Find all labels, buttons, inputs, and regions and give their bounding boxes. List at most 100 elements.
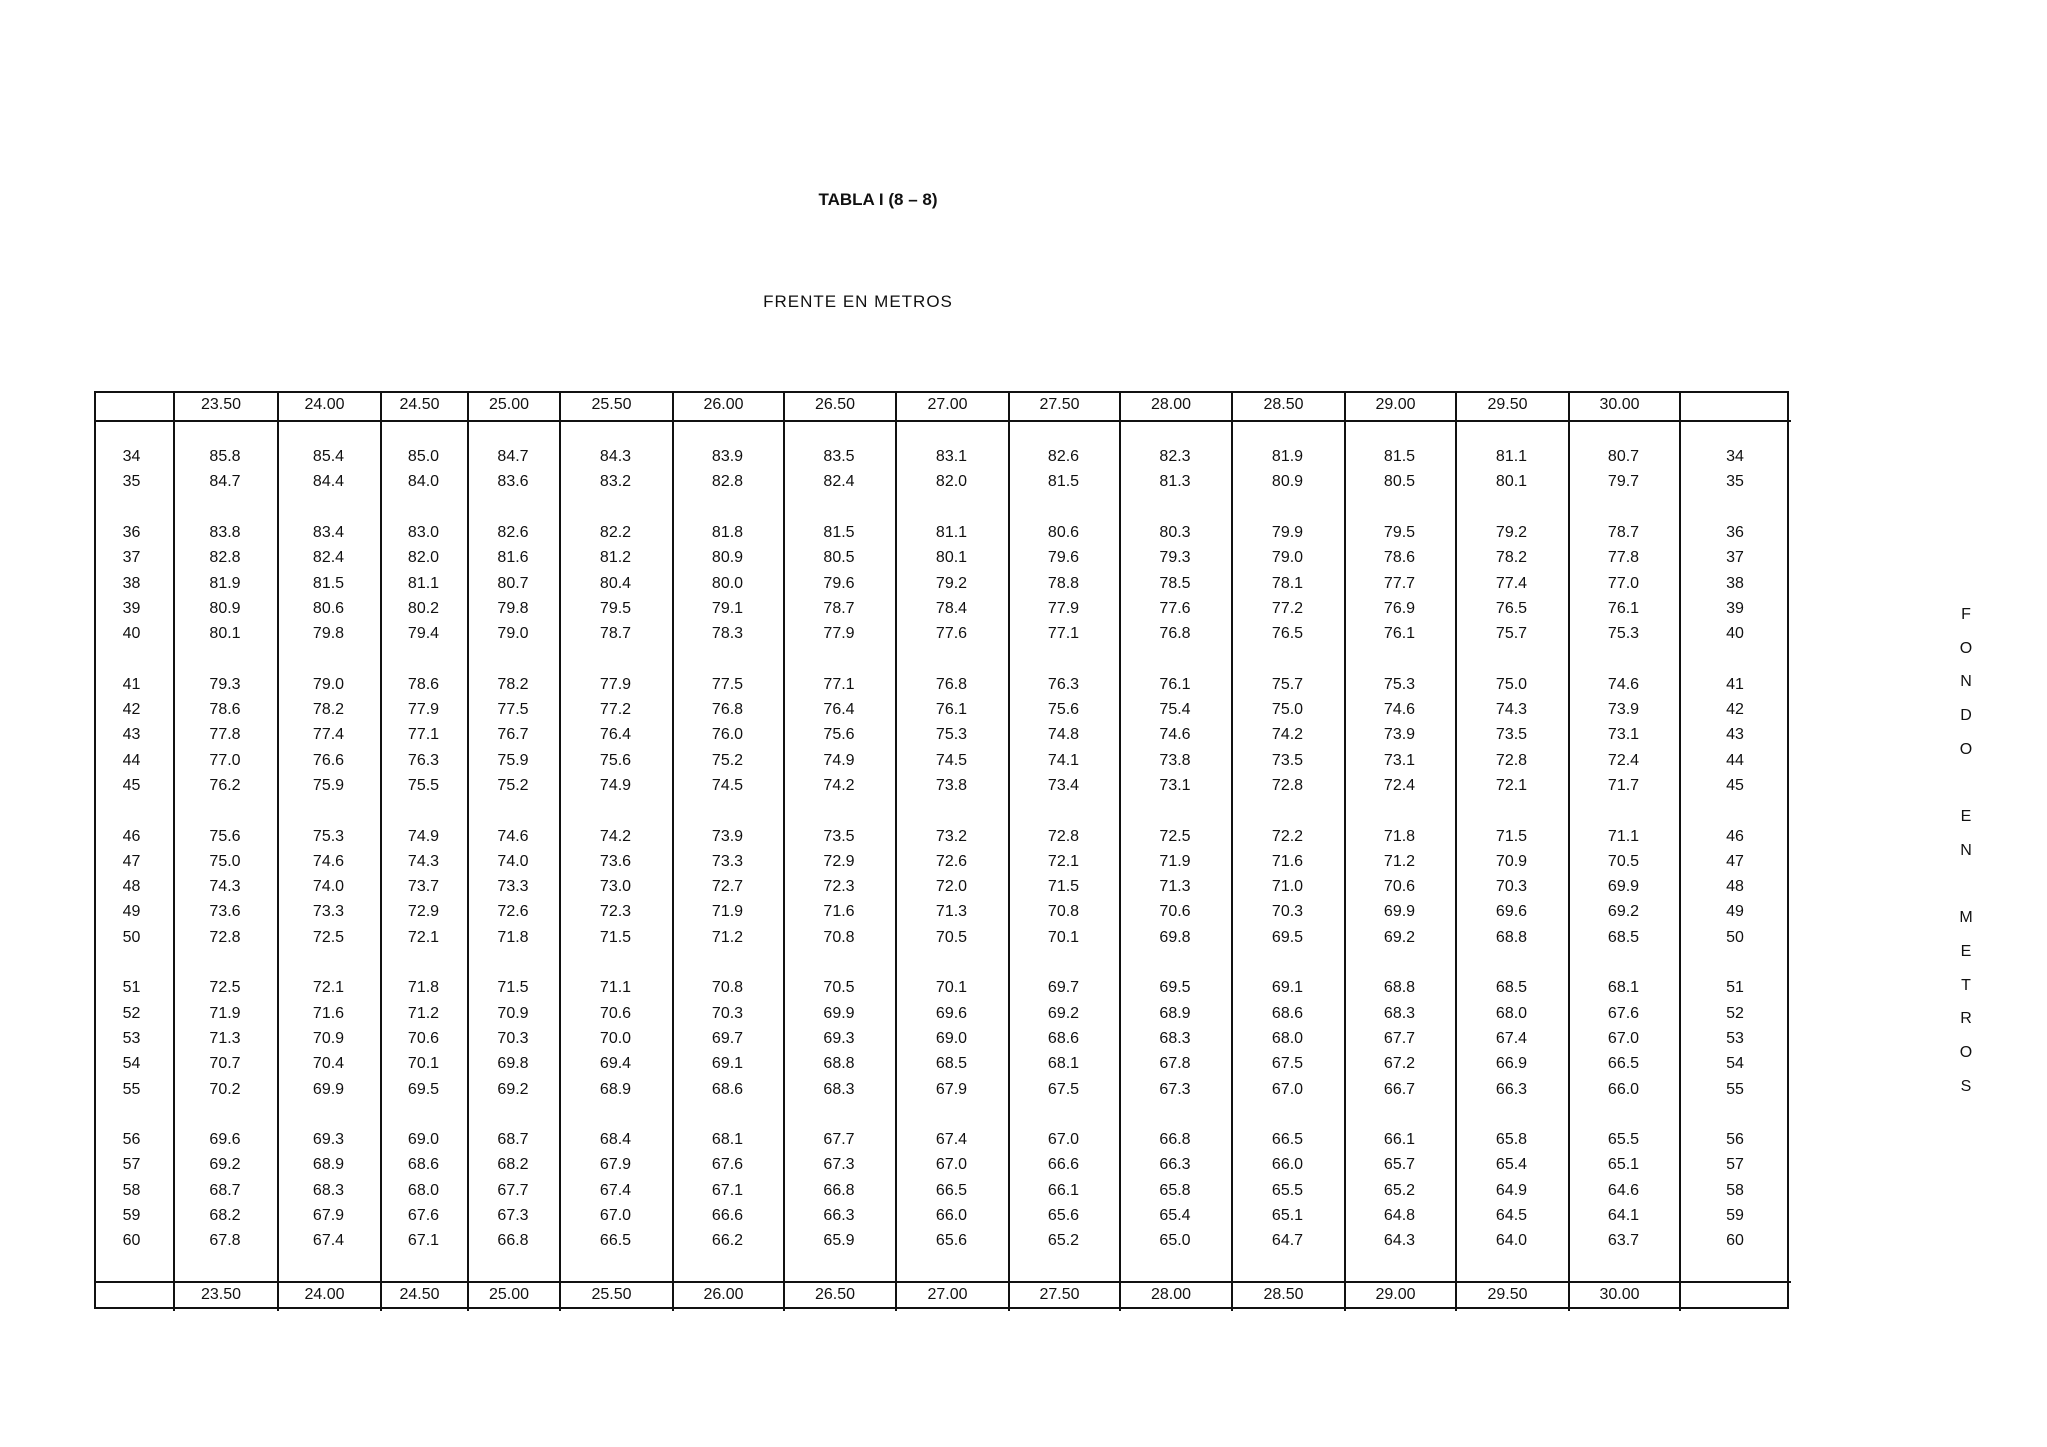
side-label-letter: N — [1960, 673, 1972, 691]
table-cell: 66.0 — [1271, 1156, 1304, 1174]
column-footer: 26.00 — [703, 1286, 744, 1303]
column-footer: 28.00 — [1150, 1286, 1192, 1303]
table-cell: 72.9 — [407, 903, 440, 921]
table-cell: 78.7 — [1607, 523, 1640, 541]
table-cell: 75.0 — [209, 852, 241, 870]
table-cell: 72.1 — [312, 979, 345, 997]
table-cell: 72.1 — [1047, 852, 1080, 870]
footer-divider — [94, 1281, 1791, 1283]
table-cell: 72.8 — [209, 928, 241, 946]
table-cell: 72.3 — [823, 878, 855, 896]
table-cell: 83.6 — [497, 473, 529, 491]
table-cell: 70.8 — [1047, 903, 1080, 921]
row-label-right: 60 — [1726, 1232, 1744, 1250]
table-cell: 70.6 — [407, 1029, 440, 1047]
table-cell: 80.4 — [599, 574, 632, 592]
row-label-left: 39 — [122, 599, 141, 617]
table-cell: 70.5 — [823, 979, 855, 997]
table-cell: 68.3 — [1383, 1004, 1416, 1022]
table-cell: 66.8 — [823, 1181, 855, 1199]
row-label-left: 35 — [122, 473, 141, 491]
table-cell: 75.7 — [1495, 625, 1528, 643]
table-cell: 67.5 — [1271, 1055, 1304, 1073]
table-cell: 76.4 — [599, 726, 632, 744]
row-label-left: 58 — [122, 1181, 141, 1199]
row-label-left: 50 — [122, 928, 141, 946]
table-cell: 71.3 — [209, 1029, 241, 1047]
side-label-letter: N — [1960, 841, 1972, 859]
table-cell: 84.3 — [599, 448, 632, 465]
table-cell: 78.1 — [1271, 574, 1304, 592]
table-cell: 69.9 — [1607, 878, 1640, 896]
table-cell: 64.9 — [1495, 1181, 1528, 1199]
table-cell: 71.3 — [1159, 878, 1191, 896]
column-footer: 24.00 — [304, 1286, 345, 1303]
table-cell: 73.1 — [1159, 776, 1191, 794]
row-label-right: 39 — [1726, 599, 1744, 617]
table-cell: 74.9 — [823, 751, 855, 769]
table-cell: 71.5 — [599, 928, 632, 946]
table-cell: 80.1 — [209, 625, 241, 643]
table-cell: 66.5 — [935, 1181, 968, 1199]
table-cell: 69.2 — [497, 1080, 529, 1098]
table-cell: 66.3 — [823, 1207, 855, 1224]
table-cell: 75.6 — [209, 827, 241, 845]
row-label-left: 52 — [122, 1004, 141, 1022]
table-cell: 70.3 — [1495, 878, 1528, 896]
column-footer: 27.50 — [1039, 1286, 1080, 1303]
table-cell: 74.9 — [599, 776, 632, 794]
table-cell: 69.5 — [1271, 928, 1304, 946]
side-label-letter: F — [1961, 606, 1971, 623]
table-cell: 79.3 — [209, 675, 241, 693]
table-cell: 72.1 — [407, 928, 440, 946]
table-cell: 78.6 — [1383, 549, 1416, 567]
table-cell: 71.6 — [1271, 852, 1304, 870]
table-cell: 71.3 — [935, 903, 968, 921]
table-cell: 67.8 — [209, 1232, 241, 1250]
row-label-right: 38 — [1726, 574, 1744, 592]
table-cell: 71.5 — [497, 979, 529, 997]
row-label-right: 57 — [1726, 1156, 1744, 1174]
row-label-right: 35 — [1726, 473, 1744, 491]
table-cell: 68.2 — [497, 1156, 529, 1174]
table-cell: 65.9 — [823, 1232, 855, 1250]
column-footer: 29.00 — [1375, 1286, 1416, 1303]
table-cell: 71.1 — [599, 979, 632, 997]
table-cell: 68.7 — [209, 1181, 241, 1199]
column-header: 27.00 — [927, 396, 968, 413]
row-label-left: 45 — [122, 776, 141, 794]
row-label-right: 42 — [1726, 701, 1744, 718]
table-cell: 80.7 — [1607, 448, 1640, 465]
table-cell: 80.1 — [1495, 473, 1528, 491]
table-cell: 66.0 — [935, 1207, 968, 1224]
table-cell: 65.8 — [1495, 1131, 1528, 1149]
table-cell: 80.2 — [407, 599, 440, 617]
table-cell: 72.2 — [1271, 827, 1304, 845]
table-cell: 64.3 — [1383, 1232, 1416, 1250]
table-cell: 66.1 — [1047, 1181, 1080, 1199]
table-cell: 77.1 — [823, 675, 855, 693]
table-cell: 72.3 — [599, 903, 632, 921]
column-divider — [1568, 391, 1570, 1311]
table-cell: 68.3 — [823, 1080, 855, 1098]
table-cell: 74.1 — [1047, 751, 1080, 769]
table-cell: 67.9 — [935, 1080, 968, 1098]
table-cell: 75.6 — [599, 751, 632, 769]
row-label-right: 48 — [1726, 878, 1744, 896]
row-label-right: 36 — [1726, 523, 1744, 541]
table-cell: 67.7 — [1383, 1029, 1416, 1047]
table-cell: 72.7 — [711, 878, 744, 896]
table-cell: 68.8 — [823, 1055, 855, 1073]
table-cell: 78.2 — [1495, 549, 1528, 567]
table-cell: 81.5 — [1383, 448, 1416, 465]
table-cell: 79.6 — [823, 574, 855, 592]
table-cell: 79.8 — [497, 599, 529, 617]
table-cell: 82.6 — [1047, 448, 1080, 465]
side-label-letter: E — [1960, 943, 1972, 960]
table-cell: 73.5 — [823, 827, 855, 845]
column-header: 24.00 — [304, 396, 345, 413]
table-cell: 72.4 — [1383, 776, 1416, 794]
table-cell: 73.9 — [711, 827, 744, 845]
table-cell: 73.5 — [1495, 726, 1528, 744]
table-cell: 73.7 — [407, 878, 440, 896]
